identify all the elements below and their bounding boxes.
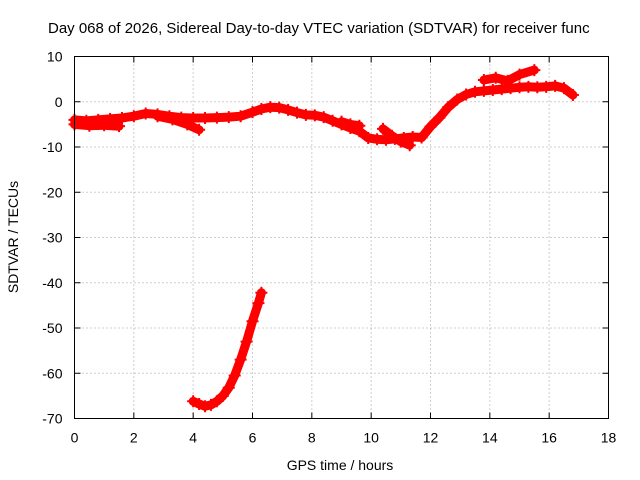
data-point [489, 71, 502, 84]
data-point [246, 106, 259, 119]
data-point [113, 120, 125, 133]
data-point [362, 131, 375, 144]
y-tick-label: -40 [42, 275, 62, 291]
data-point [210, 111, 223, 124]
data-point [549, 79, 562, 92]
data-point [199, 400, 212, 413]
series-branch-d [377, 122, 416, 152]
data-point [394, 135, 407, 148]
x-tick-label: 2 [130, 430, 138, 446]
data-point [377, 122, 390, 135]
y-tick-label: -10 [42, 139, 62, 155]
data-point [187, 395, 200, 408]
data-point [291, 106, 303, 119]
data-point [255, 102, 268, 115]
x-axis-label: GPS time / hours [287, 457, 394, 473]
data-point [433, 111, 446, 124]
y-tick-label: -50 [42, 320, 62, 336]
x-tick-label: 10 [363, 430, 379, 446]
series-band [70, 119, 124, 131]
data-point [139, 107, 152, 120]
x-tick-label: 14 [482, 430, 498, 446]
y-axis-label: SDTVAR / TECUs [5, 181, 21, 293]
data-point [127, 110, 140, 123]
x-tick-label: 0 [71, 430, 79, 446]
data-point [252, 297, 265, 310]
x-tick-label: 16 [541, 430, 557, 446]
data-point [442, 101, 455, 114]
data-point [282, 103, 295, 116]
series-branch-a [151, 110, 206, 136]
data-point [451, 93, 464, 106]
series-branch-c [335, 115, 366, 132]
y-tick-labels: 10 0 -10 -20 -30 -40 -50 -60 -70 [42, 49, 62, 427]
data-point [222, 111, 235, 124]
data-point [501, 74, 514, 87]
data-point [216, 389, 229, 402]
x-tick-label: 8 [308, 430, 316, 446]
data-point [317, 111, 330, 124]
data-point [166, 113, 179, 126]
y-tick-label: 10 [47, 49, 63, 65]
data-point [273, 101, 286, 114]
data-point [193, 123, 206, 136]
data-point [403, 139, 416, 152]
data-point [151, 110, 164, 123]
series-band [378, 124, 415, 150]
data-point [566, 88, 579, 101]
y-tick-label: -60 [42, 365, 62, 381]
data-point [255, 286, 268, 299]
data-point [98, 119, 111, 132]
x-tick-labels: 0 2 4 6 8 10 12 14 16 18 [71, 430, 617, 446]
data-point [210, 395, 223, 408]
x-tick-label: 6 [249, 430, 257, 446]
data-point [344, 118, 357, 131]
series-band [153, 111, 204, 135]
data-point [415, 131, 428, 144]
data-point [240, 335, 253, 348]
data-point [234, 353, 247, 366]
x-tick-label: 4 [189, 430, 197, 446]
data-point [199, 112, 212, 125]
data-point [528, 64, 541, 77]
x-tick-label: 18 [601, 430, 617, 446]
data-point [83, 119, 96, 132]
series-spike-track [187, 286, 268, 413]
data-point [477, 74, 490, 87]
data-point [222, 381, 235, 394]
data-point [424, 120, 437, 133]
chart-title: Day 068 of 2026, Sidereal Day-to-day VTE… [48, 20, 590, 37]
data-point [353, 119, 366, 132]
data-point [234, 110, 247, 123]
data-point [308, 109, 321, 122]
data-point [558, 82, 570, 95]
data-point [193, 398, 206, 411]
y-tick-label: -70 [42, 411, 62, 427]
data-point [228, 369, 241, 382]
plot-series [68, 64, 579, 413]
y-tick-label: -20 [42, 184, 62, 200]
data-point [187, 112, 200, 125]
y-tick-label: -30 [42, 230, 62, 246]
data-point [335, 115, 348, 128]
data-point [181, 118, 194, 131]
data-point [385, 129, 398, 142]
data-point [246, 315, 259, 328]
y-tick-label: 0 [55, 94, 63, 110]
data-point [513, 68, 526, 81]
plot-frame [74, 56, 609, 419]
series-branch-e [477, 64, 541, 87]
data-point [115, 112, 128, 125]
data-point [460, 88, 473, 101]
x-tick-label: 12 [423, 430, 439, 446]
